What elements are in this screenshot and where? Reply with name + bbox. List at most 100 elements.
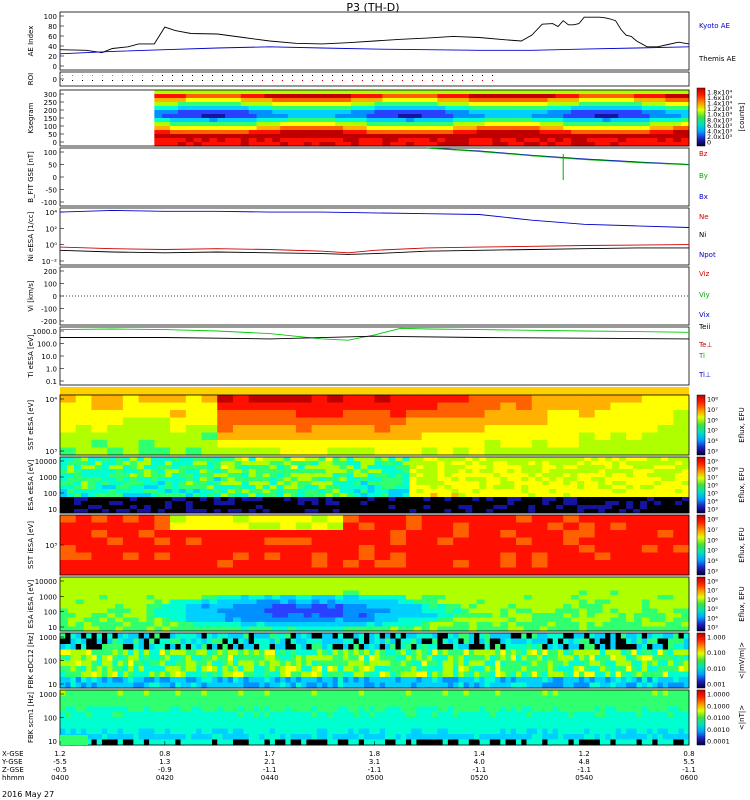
roi-mark [272, 75, 273, 76]
kp-cell [146, 98, 155, 103]
kp-cell [547, 122, 556, 127]
ssti-cell [437, 545, 454, 553]
fbke-cell [180, 660, 187, 667]
kp-cell [421, 126, 430, 131]
esai-cell [586, 622, 596, 627]
esai-cell [366, 626, 375, 632]
esae-cell [157, 497, 166, 502]
kp-cell [374, 122, 383, 127]
kp-cell [681, 126, 690, 131]
sste-cell [405, 402, 423, 411]
esae-cell [318, 497, 326, 502]
kp-cell [649, 126, 658, 131]
esae-cell [591, 457, 599, 462]
kp-cell [67, 90, 77, 95]
kp-cell [665, 110, 674, 115]
kp-cell [350, 98, 360, 103]
ssti-cell [280, 515, 297, 523]
esai-cell [563, 599, 572, 605]
esai-cell [264, 586, 273, 591]
kp-cell [170, 110, 179, 115]
esae-cell [591, 505, 599, 510]
esai-cell [358, 599, 368, 605]
esae-cell [598, 485, 606, 490]
esai-cell [405, 613, 415, 618]
esae-cell [640, 473, 648, 478]
esai-cell [500, 577, 509, 582]
esai-cell [217, 599, 226, 605]
esai-cell [610, 604, 619, 609]
kp-cell [374, 94, 383, 99]
kp-cell [453, 94, 462, 99]
fbke-cell [395, 638, 402, 645]
esae-cell [101, 461, 110, 466]
roi-mark [142, 75, 143, 76]
esae-cell [255, 465, 264, 470]
kp-cell [429, 134, 438, 139]
kp-cell [248, 142, 257, 147]
ssti-cell [91, 515, 108, 523]
esai-cell [264, 608, 273, 614]
esae-cell [150, 485, 159, 490]
ssti-cell [421, 552, 438, 561]
sste-cell [626, 402, 643, 411]
esae-cell [465, 469, 473, 474]
fbke-cell [301, 649, 307, 656]
kp-cell [240, 134, 250, 139]
ssti-cell [390, 545, 407, 553]
esae-cell [675, 497, 683, 502]
esae-cell [423, 473, 431, 478]
kp-cell [421, 130, 430, 135]
esai-cell [319, 577, 328, 582]
esae-cell [122, 485, 131, 490]
kp-cell [665, 90, 674, 95]
kp-cell [602, 130, 611, 135]
esai-cell [476, 586, 485, 591]
esai-cell [225, 608, 234, 614]
ssti-cell [295, 567, 313, 576]
esai-cell [154, 577, 163, 582]
fbke-cell [96, 649, 103, 656]
esae-cell [360, 505, 368, 510]
sste-cell [280, 440, 297, 448]
esai-cell [146, 604, 155, 609]
esae-cell [241, 457, 250, 462]
esae-cell [598, 505, 606, 510]
esae-cell [192, 481, 201, 486]
kp-cell [468, 90, 478, 95]
esae-cell [325, 469, 333, 474]
esae-cell [87, 505, 96, 510]
kp-cell [633, 126, 643, 131]
esae-cell [563, 505, 571, 510]
esae-cell [339, 501, 347, 506]
esai-cell [107, 599, 116, 605]
esae-cell [171, 469, 180, 474]
fbke-cell [222, 666, 229, 672]
sste-cell [468, 447, 485, 456]
sste-top-band [60, 387, 689, 395]
kp-cell [633, 142, 643, 147]
sste-cell [107, 410, 124, 418]
sste-cell [154, 402, 171, 411]
esai-cell [115, 581, 124, 587]
esae-cell [276, 509, 285, 514]
fbke-cell [259, 655, 265, 661]
sste-cell [578, 402, 596, 411]
kp-cell [468, 110, 478, 115]
fbke-cell [60, 644, 66, 650]
kp-cell [130, 94, 140, 99]
roi-mark [142, 80, 143, 81]
sste-cell [280, 417, 297, 426]
ssti-cell [217, 537, 234, 546]
fbke-cell [191, 655, 197, 661]
kp-cell [657, 134, 666, 139]
kp-cell [335, 130, 344, 135]
esai-cell [358, 617, 368, 623]
esae-cell [612, 489, 620, 494]
kp-cell [437, 98, 446, 103]
sste-cell [138, 410, 155, 418]
sste-cell [107, 432, 124, 441]
fbke-cell [353, 666, 360, 672]
fbke-cell [212, 638, 218, 645]
esai-cell [264, 581, 273, 587]
